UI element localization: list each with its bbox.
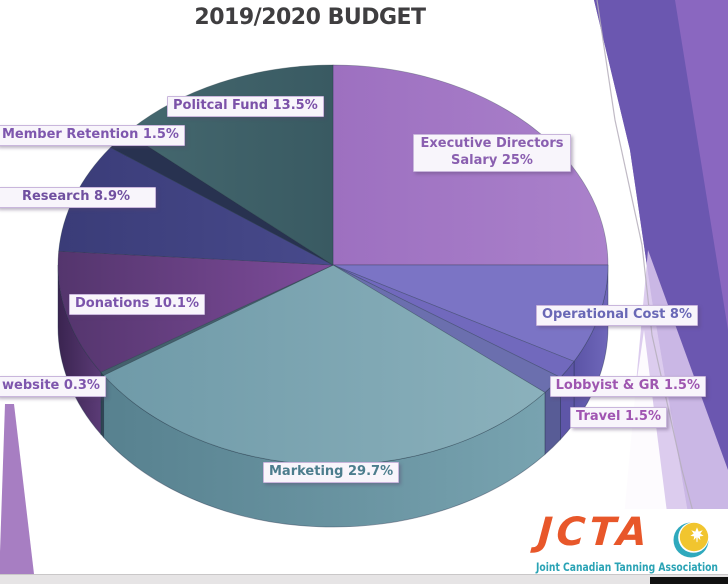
jcta-tagline: Joint Canadian Tanning Association <box>536 560 718 574</box>
maple-leaf-icon <box>690 527 704 543</box>
jcta-logo-text: JCTA <box>536 510 653 555</box>
label-lobbyist-gr: Lobbyist & GR 1.5% <box>549 376 706 397</box>
slide-title: 2019/2020 BUDGET <box>194 5 426 30</box>
label-donations: Donations 10.1% <box>69 294 205 315</box>
label-research: Research 8.9% <box>0 187 156 208</box>
label-travel: Travel 1.5% <box>570 407 667 428</box>
corner-band-bottom-left <box>0 404 34 574</box>
label-executive-directors-salary: Executive Directors Salary 25% <box>413 134 571 172</box>
bottom-edge-bar <box>0 574 728 584</box>
label-website: website 0.3% <box>0 376 106 397</box>
pie-slice-website <box>100 264 334 376</box>
bottom-dark-segment <box>650 577 728 584</box>
label-member-retention: Member Retention 1.5% <box>0 125 185 146</box>
label-marketing: Marketing 29.7% <box>263 462 400 483</box>
label-politcal-fund: Politcal Fund 13.5% <box>167 96 324 117</box>
label-operational-cost: Operational Cost 8% <box>536 305 698 326</box>
jcta-globe-icon <box>673 522 709 558</box>
right-accent-shapes <box>594 0 728 584</box>
accent-thin-line <box>596 0 713 584</box>
